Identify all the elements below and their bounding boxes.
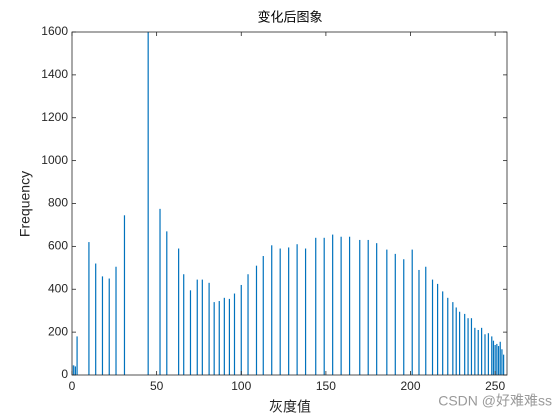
bar	[501, 349, 503, 375]
bar	[166, 231, 168, 375]
bar	[431, 279, 434, 375]
bar	[484, 334, 486, 375]
bar	[481, 327, 483, 375]
bar	[296, 244, 298, 375]
bar	[247, 274, 249, 375]
y-tick-label: 1000	[41, 153, 68, 167]
bar	[262, 256, 264, 375]
x-axis-label: 灰度值	[269, 399, 311, 415]
bar	[437, 283, 439, 375]
bar	[76, 336, 78, 375]
bar	[288, 247, 290, 375]
x-tick-label: 250	[485, 379, 505, 393]
bar	[447, 297, 449, 375]
bar	[108, 278, 110, 375]
plot-area	[72, 32, 505, 375]
bar	[459, 311, 461, 375]
bar	[394, 253, 396, 375]
bar	[376, 243, 378, 375]
bar	[218, 301, 220, 375]
bar	[464, 313, 466, 375]
bar	[189, 290, 192, 375]
x-tick-label: 0	[69, 379, 76, 393]
bar	[208, 282, 210, 375]
bar	[477, 329, 479, 375]
bar	[340, 236, 342, 375]
bar	[304, 248, 307, 375]
bar	[411, 249, 413, 375]
bar	[503, 354, 505, 375]
bar	[452, 302, 454, 375]
bar	[228, 298, 231, 375]
bar	[470, 318, 473, 375]
bar	[474, 327, 476, 375]
watermark: CSDN @好难难ss	[438, 393, 552, 409]
bar	[73, 365, 75, 375]
x-tick-label: 50	[150, 379, 164, 393]
bar	[123, 215, 126, 375]
bar	[240, 284, 242, 375]
x-tick-label: 150	[316, 379, 336, 393]
bar	[418, 269, 420, 375]
bar	[88, 242, 90, 375]
bar	[323, 237, 325, 375]
bar	[147, 32, 149, 375]
y-tick-label: 400	[48, 281, 68, 295]
bar	[159, 208, 161, 375]
y-tick-label: 800	[48, 196, 68, 210]
bar	[492, 340, 495, 375]
bar	[425, 266, 427, 375]
bar	[213, 302, 215, 375]
bar	[233, 293, 236, 375]
x-tick-label: 200	[401, 379, 421, 393]
bar	[359, 239, 361, 375]
bar	[467, 318, 469, 375]
bar	[348, 236, 351, 375]
bar	[403, 259, 405, 375]
bar	[386, 249, 388, 375]
bar	[496, 343, 498, 375]
bar	[494, 344, 496, 375]
chart-title: 变化后图象	[257, 9, 322, 24]
bar	[487, 333, 489, 375]
bar	[101, 276, 104, 375]
bar	[201, 279, 203, 375]
y-axis-label: Frequency	[17, 171, 33, 237]
bar	[271, 245, 273, 375]
x-tick-label: 100	[231, 379, 251, 393]
bar	[255, 265, 258, 375]
bar	[455, 307, 457, 375]
bar	[367, 239, 369, 375]
y-tick-label: 1600	[41, 24, 68, 38]
y-tick-label: 1200	[41, 110, 68, 124]
bar	[491, 336, 493, 375]
y-tick-label: 200	[48, 324, 68, 338]
bar	[95, 263, 97, 375]
y-tick-label: 1400	[41, 67, 68, 81]
bar	[115, 266, 117, 375]
bar	[279, 248, 281, 375]
bar	[196, 279, 198, 375]
bar	[499, 341, 501, 375]
y-tick-label: 600	[48, 239, 68, 253]
y-tick-label: 0	[61, 367, 68, 381]
bar	[178, 248, 180, 375]
bar	[315, 237, 317, 375]
bar	[223, 297, 225, 375]
bar	[332, 234, 334, 375]
bar	[74, 366, 76, 375]
bar	[497, 346, 500, 375]
bar	[442, 291, 444, 375]
bar	[183, 274, 185, 375]
